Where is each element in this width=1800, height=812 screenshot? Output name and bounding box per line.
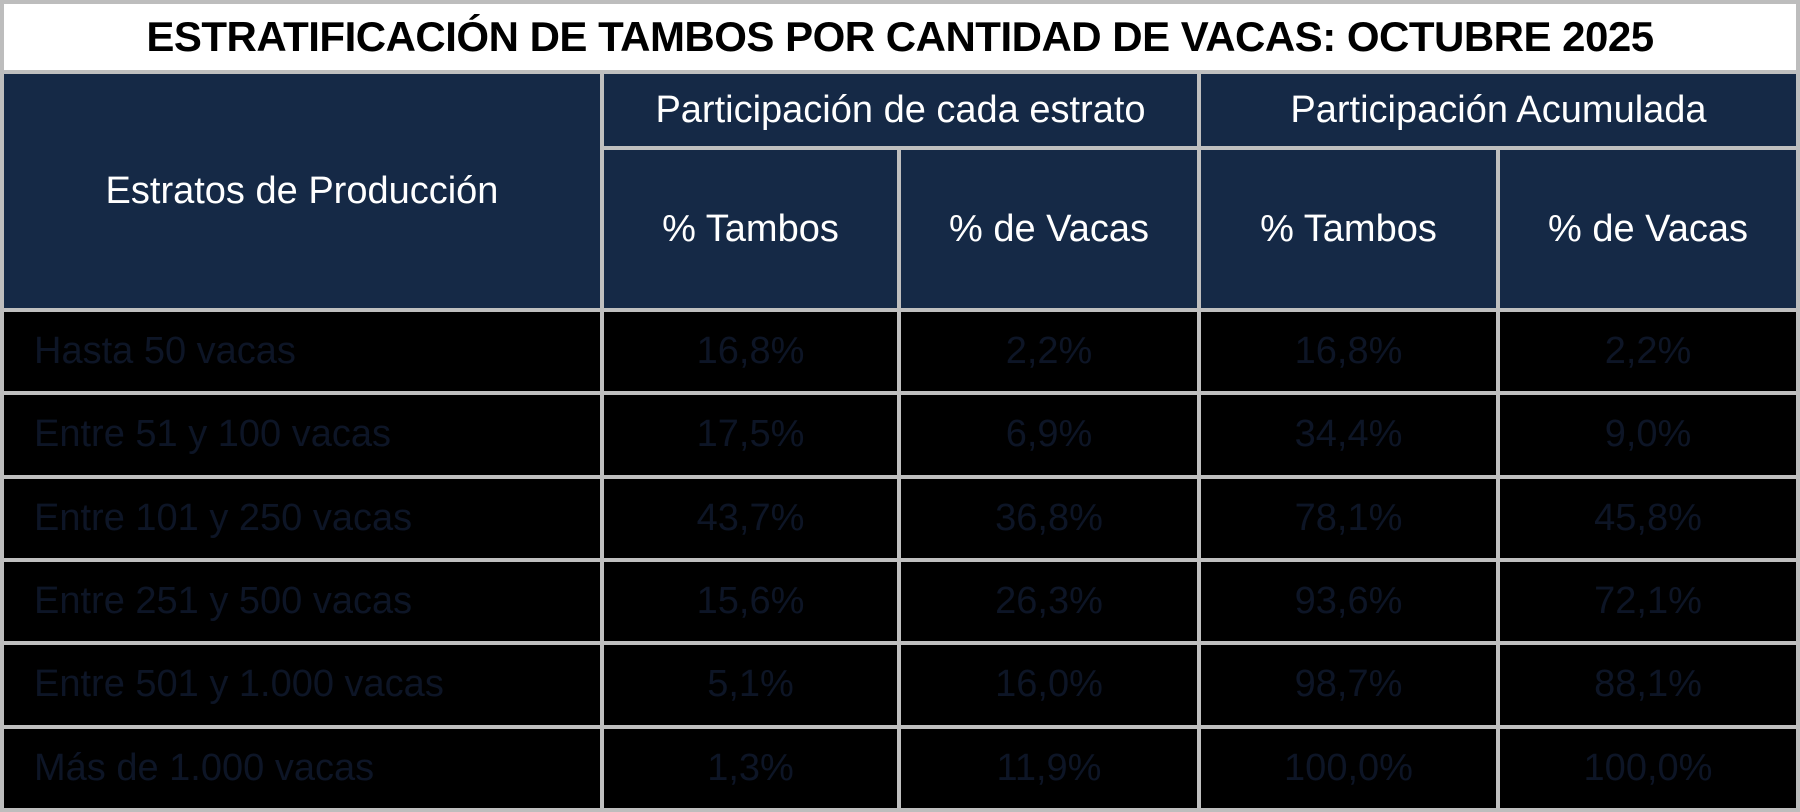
- row-label: Entre 51 y 100 vacas: [4, 395, 600, 475]
- cell-estrato-vacas: 16,0%: [901, 645, 1197, 725]
- column-header-estrato-vacas: % de Vacas: [901, 150, 1197, 308]
- cell-acumulada-vacas: 72,1%: [1500, 562, 1796, 642]
- cell-estrato-vacas: 11,9%: [901, 728, 1197, 808]
- cell-acumulada-tambos: 93,6%: [1201, 562, 1496, 642]
- cell-estrato-tambos: 15,6%: [604, 562, 897, 642]
- row-label: Entre 101 y 250 vacas: [4, 478, 600, 558]
- cell-estrato-vacas: 6,9%: [901, 395, 1197, 475]
- column-header-acumulada-tambos: % Tambos: [1201, 150, 1496, 308]
- cell-estrato-tambos: 16,8%: [604, 312, 897, 392]
- cell-acumulada-vacas: 88,1%: [1500, 645, 1796, 725]
- group-header-participacion-estrato: Participación de cada estrato: [604, 74, 1197, 146]
- row-label: Hasta 50 vacas: [4, 312, 600, 392]
- cell-estrato-tambos: 43,7%: [604, 478, 897, 558]
- cell-estrato-vacas: 36,8%: [901, 478, 1197, 558]
- row-label: Entre 501 y 1.000 vacas: [4, 645, 600, 725]
- cell-acumulada-vacas: 100,0%: [1500, 728, 1796, 808]
- row-label: Entre 251 y 500 vacas: [4, 562, 600, 642]
- page-title: ESTRATIFICACIÓN DE TAMBOS POR CANTIDAD D…: [4, 4, 1796, 74]
- cell-acumulada-tambos: 100,0%: [1201, 728, 1496, 808]
- cell-acumulada-tambos: 98,7%: [1201, 645, 1496, 725]
- group-header-participacion-acumulada: Participación Acumulada: [1201, 74, 1796, 146]
- cell-estrato-tambos: 17,5%: [604, 395, 897, 475]
- cell-acumulada-tambos: 16,8%: [1201, 312, 1496, 392]
- cell-estrato-vacas: 26,3%: [901, 562, 1197, 642]
- cell-estrato-tambos: 1,3%: [604, 728, 897, 808]
- row-label: Más de 1.000 vacas: [4, 728, 600, 808]
- stratification-table: Estratos de Producción Participación de …: [4, 74, 1796, 808]
- cell-acumulada-tambos: 34,4%: [1201, 395, 1496, 475]
- column-header-estratos: Estratos de Producción: [4, 74, 600, 308]
- cell-acumulada-vacas: 45,8%: [1500, 478, 1796, 558]
- cell-acumulada-tambos: 78,1%: [1201, 478, 1496, 558]
- column-header-estrato-tambos: % Tambos: [604, 150, 897, 308]
- column-header-acumulada-vacas: % de Vacas: [1500, 150, 1796, 308]
- cell-estrato-vacas: 2,2%: [901, 312, 1197, 392]
- cell-estrato-tambos: 5,1%: [604, 645, 897, 725]
- cell-acumulada-vacas: 9,0%: [1500, 395, 1796, 475]
- cell-acumulada-vacas: 2,2%: [1500, 312, 1796, 392]
